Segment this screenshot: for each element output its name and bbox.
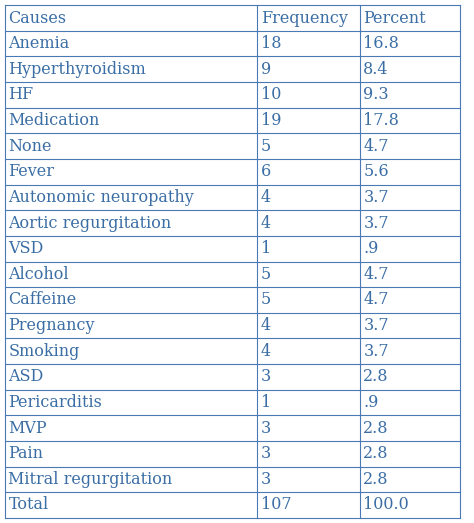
Text: VSD: VSD <box>9 240 44 257</box>
Bar <box>5 313 460 338</box>
Bar <box>5 338 460 364</box>
Text: 4.7: 4.7 <box>363 291 389 309</box>
Text: ASD: ASD <box>9 368 44 385</box>
Text: 3: 3 <box>261 471 271 488</box>
Text: Anemia: Anemia <box>9 35 70 52</box>
Text: Mitral regurgitation: Mitral regurgitation <box>9 471 173 488</box>
Text: 1: 1 <box>261 240 271 257</box>
Bar <box>5 108 460 133</box>
Bar <box>5 441 460 467</box>
Text: Autonomic neuropathy: Autonomic neuropathy <box>9 189 194 206</box>
Text: 4: 4 <box>261 343 271 360</box>
Text: 2.8: 2.8 <box>363 445 389 462</box>
Bar <box>5 159 460 185</box>
Text: 2.8: 2.8 <box>363 368 389 385</box>
Text: Smoking: Smoking <box>9 343 80 360</box>
Bar <box>5 56 460 82</box>
Text: 3.7: 3.7 <box>363 214 389 232</box>
Text: Pericarditis: Pericarditis <box>9 394 102 411</box>
Text: Total: Total <box>9 496 49 514</box>
Text: 3: 3 <box>261 368 271 385</box>
Bar <box>5 82 460 108</box>
Bar <box>5 185 460 210</box>
Bar <box>5 492 460 518</box>
Text: Aortic regurgitation: Aortic regurgitation <box>9 214 172 232</box>
Bar <box>5 5 460 31</box>
Bar <box>5 467 460 492</box>
Text: 19: 19 <box>261 112 282 129</box>
Text: 4: 4 <box>261 214 271 232</box>
Text: Caffeine: Caffeine <box>9 291 77 309</box>
Text: Medication: Medication <box>9 112 100 129</box>
Text: 3: 3 <box>261 419 271 437</box>
Bar <box>5 287 460 313</box>
Text: 9: 9 <box>261 61 271 78</box>
Text: 5: 5 <box>261 138 271 155</box>
Text: 4: 4 <box>261 317 271 334</box>
Bar <box>5 364 460 390</box>
Text: 107: 107 <box>261 496 292 514</box>
Text: .9: .9 <box>363 240 379 257</box>
Bar <box>5 390 460 415</box>
Text: Hyperthyroidism: Hyperthyroidism <box>9 61 146 78</box>
Bar <box>5 262 460 287</box>
Bar <box>5 210 460 236</box>
Text: 6: 6 <box>261 163 271 180</box>
Text: MVP: MVP <box>9 419 47 437</box>
Text: Frequency: Frequency <box>261 9 348 27</box>
Text: 3.7: 3.7 <box>363 343 389 360</box>
Text: Causes: Causes <box>9 9 66 27</box>
Text: Percent: Percent <box>363 9 426 27</box>
Text: 4: 4 <box>261 189 271 206</box>
Text: None: None <box>9 138 52 155</box>
Text: 1: 1 <box>261 394 271 411</box>
Text: Pregnancy: Pregnancy <box>9 317 95 334</box>
Text: 9.3: 9.3 <box>363 86 389 104</box>
Bar <box>5 236 460 262</box>
Text: 4.7: 4.7 <box>363 138 389 155</box>
Text: 2.8: 2.8 <box>363 471 389 488</box>
Text: 5: 5 <box>261 266 271 283</box>
Text: 5: 5 <box>261 291 271 309</box>
Text: Fever: Fever <box>9 163 55 180</box>
Bar <box>5 415 460 441</box>
Text: .9: .9 <box>363 394 379 411</box>
Text: 5.6: 5.6 <box>363 163 389 180</box>
Text: HF: HF <box>9 86 34 104</box>
Text: 4.7: 4.7 <box>363 266 389 283</box>
Text: 3.7: 3.7 <box>363 189 389 206</box>
Text: 8.4: 8.4 <box>363 61 389 78</box>
Text: 16.8: 16.8 <box>363 35 399 52</box>
Text: 3: 3 <box>261 445 271 462</box>
Text: 100.0: 100.0 <box>363 496 409 514</box>
Text: 2.8: 2.8 <box>363 419 389 437</box>
Bar <box>5 31 460 56</box>
Text: Alcohol: Alcohol <box>9 266 69 283</box>
Bar <box>5 133 460 159</box>
Text: 3.7: 3.7 <box>363 317 389 334</box>
Text: 17.8: 17.8 <box>363 112 399 129</box>
Text: 10: 10 <box>261 86 281 104</box>
Text: 18: 18 <box>261 35 282 52</box>
Text: Pain: Pain <box>9 445 44 462</box>
